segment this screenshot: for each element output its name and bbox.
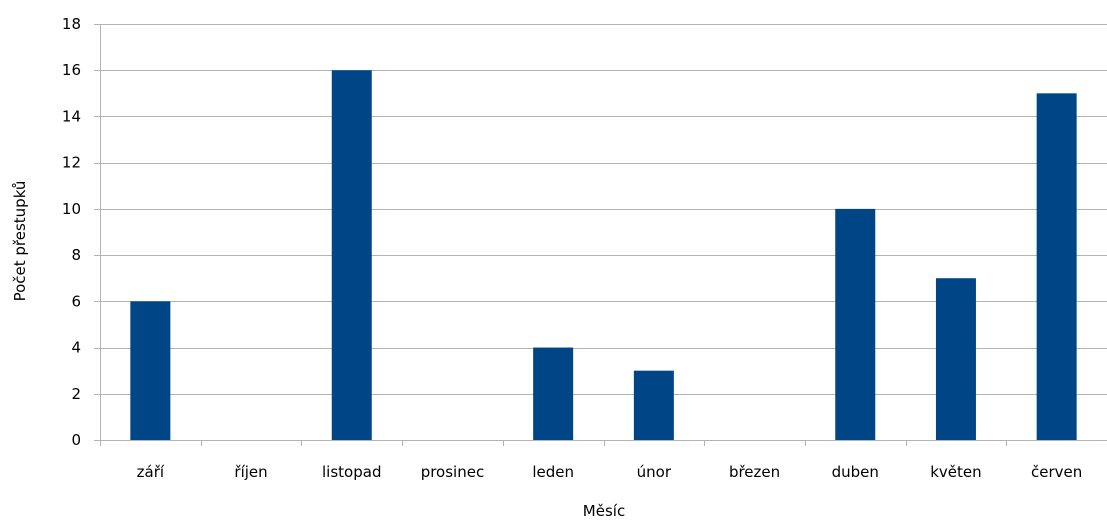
x-tick-label: březen xyxy=(729,463,780,481)
bar-5 xyxy=(633,370,674,440)
x-tick-label: listopad xyxy=(322,463,381,481)
y-axis-ticks: 0 2 4 6 8 10 12 14 16 18 xyxy=(62,15,81,449)
bar-4 xyxy=(533,347,574,440)
y-tick-label: 10 xyxy=(62,200,81,218)
y-tick-label: 8 xyxy=(71,246,81,264)
x-tick-label: září xyxy=(137,463,165,481)
bar-2 xyxy=(331,70,372,440)
x-axis-title: Měsíc xyxy=(583,502,625,520)
y-tick-label: 2 xyxy=(71,385,81,403)
grid-lines xyxy=(94,24,1107,446)
bar-8 xyxy=(935,278,976,440)
x-tick-label: duben xyxy=(832,463,879,481)
x-tick-label: leden xyxy=(532,463,574,481)
y-axis-title: Počet přestupků xyxy=(11,181,29,302)
x-tick-label: červen xyxy=(1031,463,1082,481)
y-tick-label: 0 xyxy=(71,431,81,449)
x-tick-label: květen xyxy=(930,463,981,481)
bars xyxy=(130,70,1077,440)
y-tick-label: 6 xyxy=(71,292,81,310)
x-tick-label: únor xyxy=(637,463,672,481)
y-tick-label: 16 xyxy=(62,61,81,79)
bar-9 xyxy=(1036,93,1077,440)
x-tick-label: prosinec xyxy=(421,463,485,481)
y-tick-label: 18 xyxy=(62,15,81,33)
x-axis-ticks: září říjen listopad prosinec leden únor březen… xyxy=(137,463,1083,481)
bar-0 xyxy=(130,301,171,440)
y-tick-label: 14 xyxy=(62,107,81,125)
y-tick-label: 12 xyxy=(62,154,81,172)
x-tick-label: říjen xyxy=(234,463,267,481)
bar-7 xyxy=(835,208,876,440)
y-tick-label: 4 xyxy=(71,339,81,357)
